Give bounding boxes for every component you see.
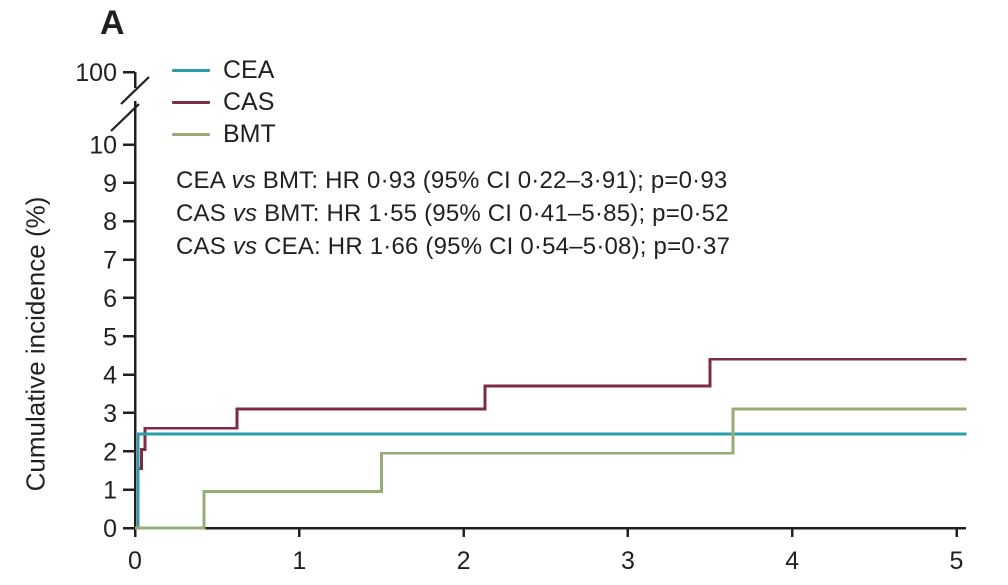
x-tick-label: 5 xyxy=(950,547,964,575)
y-tick-label: 1 xyxy=(103,477,117,505)
y-tick-label: 2 xyxy=(103,438,117,466)
y-tick-label: 9 xyxy=(103,170,117,198)
y-tick-label: 10 xyxy=(89,132,117,160)
legend: CEA CAS BMT xyxy=(172,55,276,148)
y-tick-label: 8 xyxy=(103,208,117,236)
series-cas-line xyxy=(135,357,967,530)
y-tick-label: 6 xyxy=(103,285,117,313)
annotation-text: BMT: HR 1·55 (95% CI 0·41–5·85); p=0·52 xyxy=(257,200,729,227)
y-tick-label: 5 xyxy=(103,323,117,351)
legend-item-bmt: BMT xyxy=(172,119,276,148)
y-tick-label: 7 xyxy=(103,247,117,275)
x-tick-label: 1 xyxy=(292,547,306,575)
axis-break-slash xyxy=(120,76,150,105)
x-tick-label: 4 xyxy=(785,547,799,575)
legend-line-swatch-cas xyxy=(172,100,210,104)
y-tick-label: 0 xyxy=(103,515,117,543)
annotation-line-3: CAS vs CEA: HR 1·66 (95% CI 0·54–5·08); … xyxy=(176,230,730,263)
legend-label-cas: CAS xyxy=(223,87,275,116)
annotation-text: CEA: HR 1·66 (95% CI 0·54–5·08); p=0·37 xyxy=(257,233,731,260)
annotation-vs: vs xyxy=(232,233,258,260)
panel-label: A xyxy=(100,4,125,42)
series-cea-line xyxy=(135,432,967,530)
annotation-text: CAS xyxy=(176,200,233,227)
legend-line-swatch-bmt xyxy=(172,132,210,136)
series-bmt-line xyxy=(135,407,967,530)
x-tick-label: 2 xyxy=(457,547,471,575)
y-tick-label-100: 100 xyxy=(75,59,117,87)
annotation-vs: vs xyxy=(232,200,258,227)
annotation-line-2: CAS vs BMT: HR 1·55 (95% CI 0·41–5·85); … xyxy=(176,197,730,230)
annotation-text: CEA xyxy=(176,167,232,194)
legend-item-cea: CEA xyxy=(172,55,276,84)
legend-label-bmt: BMT xyxy=(223,119,276,148)
x-tick-label: 0 xyxy=(128,547,142,575)
annotation-line-1: CEA vs BMT: HR 0·93 (95% CI 0·22–3·91); … xyxy=(176,164,730,197)
legend-item-cas: CAS xyxy=(172,87,276,116)
annotation-text: CAS xyxy=(176,233,233,260)
hazard-ratio-annotations: CEA vs BMT: HR 0·93 (95% CI 0·22–3·91); … xyxy=(176,164,730,263)
legend-label-cea: CEA xyxy=(223,55,275,84)
annotation-text: BMT: HR 0·93 (95% CI 0·22–3·91); p=0·93 xyxy=(255,167,728,194)
y-tick-label: 3 xyxy=(103,400,117,428)
x-tick-label: 3 xyxy=(621,547,635,575)
axis-break-slash xyxy=(110,103,140,132)
annotation-vs: vs xyxy=(231,167,256,194)
legend-line-swatch-cea xyxy=(172,68,210,72)
y-tick-label: 4 xyxy=(103,362,117,390)
